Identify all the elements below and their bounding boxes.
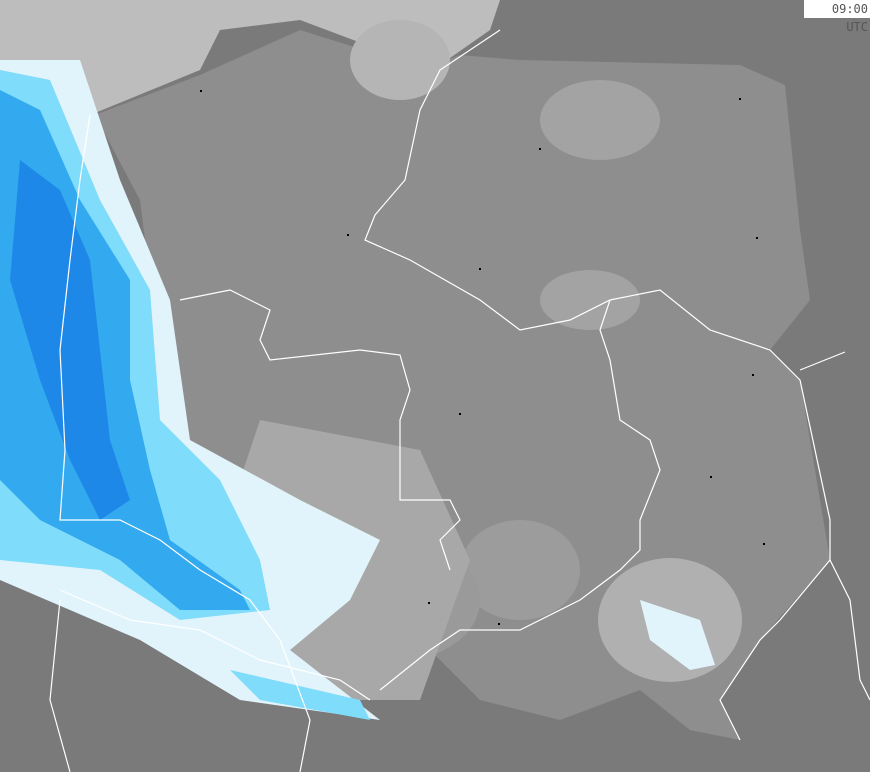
borders (49, 29, 870, 772)
city-marker (710, 476, 712, 478)
city-marker (200, 90, 202, 92)
time-label: 09:00 UTC (804, 0, 870, 34)
city-markers (200, 90, 765, 625)
city-marker (756, 237, 758, 239)
city-marker (739, 98, 741, 100)
city-marker (763, 543, 765, 545)
city-marker (498, 623, 500, 625)
city-marker (752, 374, 754, 376)
city-marker (479, 268, 481, 270)
city-marker (428, 602, 430, 604)
city-marker (347, 234, 349, 236)
city-marker (459, 413, 461, 415)
city-marker (539, 148, 541, 150)
